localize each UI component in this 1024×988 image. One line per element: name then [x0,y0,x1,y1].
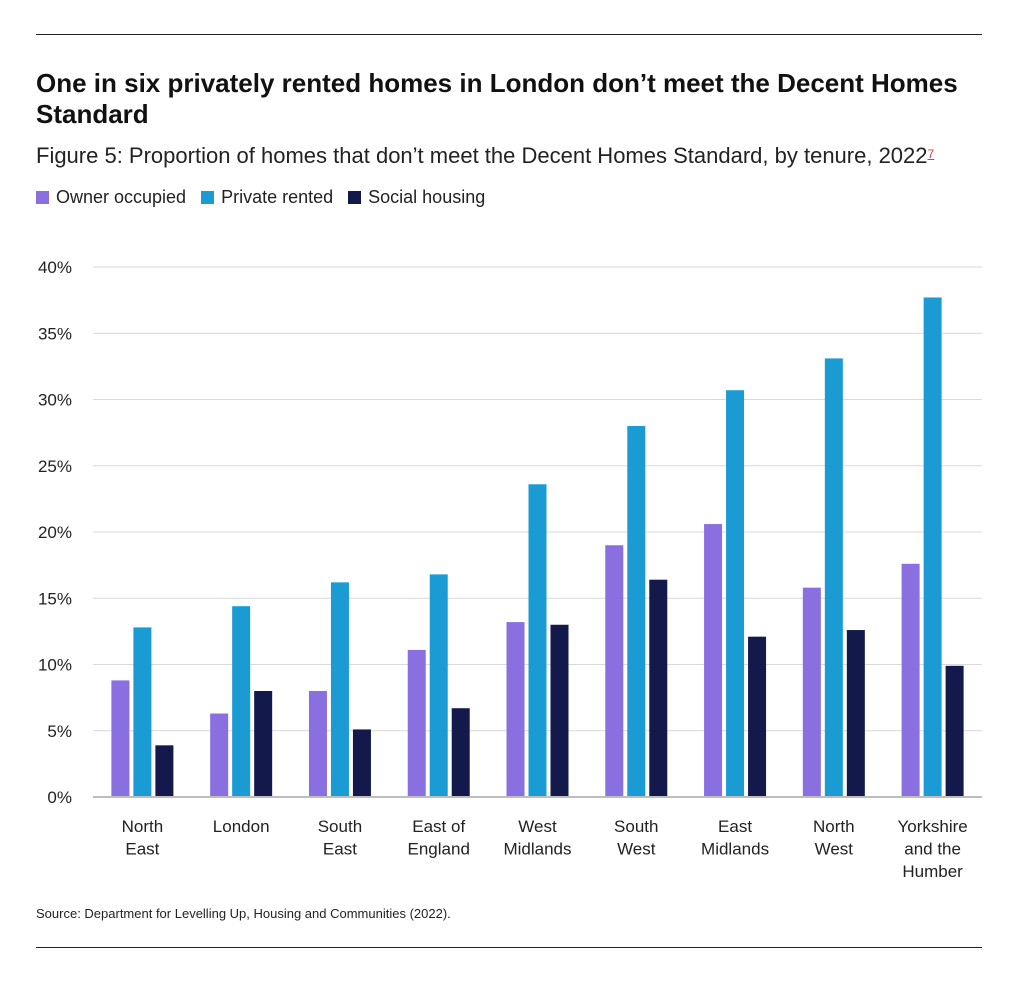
bar-west-midlands-private-rented [528,484,547,797]
legend-swatch-social-housing [348,191,362,204]
bar-west-midlands-social-housing [550,624,569,797]
y-tick-label-5: 5% [47,722,72,741]
y-tick-label-35: 35% [38,324,72,343]
x-tick-label-london: London [213,817,270,836]
y-tick-label-20: 20% [38,523,72,542]
bar-west-midlands-owner-occupied [506,622,525,797]
x-tick-label-north-west: North West [813,817,855,859]
bar-north-east-social-housing [155,745,174,797]
bars [111,297,964,797]
y-tick-label-25: 25% [38,457,72,476]
footnote-marker: 7 [928,147,935,161]
chart-subtitle: Figure 5: Proportion of homes that don’t… [36,142,934,170]
subtitle-text: Figure 5: Proportion of homes that don’t… [36,143,928,168]
bar-chart: 0% 5% 10% 15% 20% 25% 30% 35% 40% North East Londo… [38,258,982,881]
bar-south-west-private-rented [627,426,646,797]
bottom-rule [36,947,982,948]
x-tick-label-east-midlands: East Midlands [701,817,769,859]
x-tick-label-east-of-england: East of England [408,817,470,859]
legend-swatch-private-rented [201,191,215,204]
bar-yorkshire-and-the-humber-private-rented [923,297,942,797]
bar-north-west-private-rented [824,358,843,797]
y-tick-label-0: 0% [47,788,72,807]
legend-label-social-housing: Social housing [368,187,486,207]
x-tick-label-south-west: South West [614,817,658,859]
x-tick-label-yorkshire-and-the-humber: Yorkshire and the Humber [897,817,967,881]
bar-south-east-social-housing [352,729,371,797]
legend-item-private-rented: Private rented [201,187,333,208]
bar-north-west-social-housing [846,630,865,797]
bar-london-private-rented [232,606,251,797]
chart-title: One in six privately rented homes in Lon… [36,68,958,129]
bar-london-social-housing [254,691,273,797]
bar-london-owner-occupied [210,713,229,797]
bar-south-west-owner-occupied [605,545,624,797]
bar-east-midlands-private-rented [726,390,745,797]
top-rule [36,34,982,35]
x-tick-label-north-east: North East [122,817,164,859]
legend-label-private-rented: Private rented [221,187,334,207]
y-tick-label-30: 30% [38,391,72,410]
footnote-link[interactable]: 7 [927,147,935,161]
chart-legend: Owner occupied Private rented Social hou… [36,187,500,208]
bar-south-west-social-housing [649,579,668,797]
legend-label-owner-occupied: Owner occupied [56,187,187,207]
bar-yorkshire-and-the-humber-owner-occupied [901,563,920,797]
legend-item-social-housing: Social housing [348,187,485,208]
y-tick-label-15: 15% [38,589,72,608]
y-axis-tick-labels: 0% 5% 10% 15% 20% 25% 30% 35% 40% [38,258,72,807]
bar-north-west-owner-occupied [802,587,821,797]
source-note: Source: Department for Levelling Up, Hou… [36,906,451,921]
bar-north-east-owner-occupied [111,680,130,797]
x-axis-tick-labels: North East London South East East of England We… [122,817,968,881]
bar-east-of-england-social-housing [451,708,470,797]
legend-swatch-owner-occupied [36,191,49,204]
bar-east-of-england-private-rented [429,574,448,797]
x-tick-label-south-east: South East [318,817,362,859]
bar-east-midlands-owner-occupied [704,524,723,797]
bar-south-east-owner-occupied [308,691,327,797]
bar-yorkshire-and-the-humber-social-housing [945,665,964,797]
bar-east-midlands-social-housing [748,636,767,797]
y-tick-label-40: 40% [38,258,72,277]
y-tick-label-10: 10% [38,656,72,675]
bar-north-east-private-rented [133,627,152,797]
x-tick-label-west-midlands: West Midlands [503,817,571,859]
bar-south-east-private-rented [330,582,349,797]
bar-east-of-england-owner-occupied [407,649,426,797]
legend-item-owner-occupied: Owner occupied [36,187,186,208]
